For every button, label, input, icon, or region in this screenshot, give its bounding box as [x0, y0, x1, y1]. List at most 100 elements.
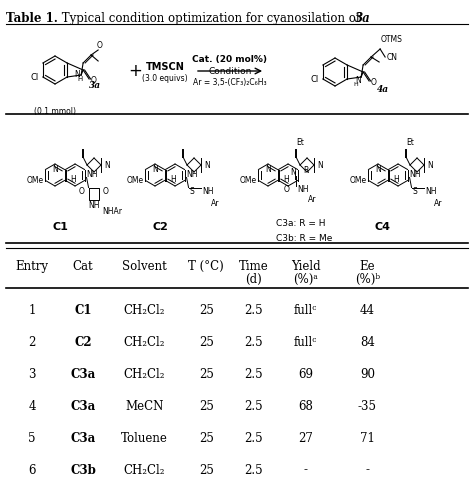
Text: C1: C1: [52, 222, 68, 232]
Text: NH: NH: [87, 170, 98, 179]
Text: OMe: OMe: [239, 176, 256, 185]
Text: Entry: Entry: [16, 260, 49, 273]
Text: C3a: C3a: [70, 432, 96, 445]
Text: Cl: Cl: [31, 72, 39, 81]
Text: TMSCN: TMSCN: [146, 62, 184, 72]
Text: 2.5: 2.5: [244, 367, 263, 380]
Text: Ar: Ar: [308, 195, 316, 205]
Text: 2.5: 2.5: [244, 399, 263, 412]
Text: N: N: [356, 76, 361, 84]
Text: H: H: [78, 76, 83, 81]
Text: 1: 1: [28, 304, 36, 317]
Text: 90: 90: [360, 367, 375, 380]
Text: C3b: C3b: [70, 464, 96, 477]
Text: O: O: [96, 41, 102, 49]
Text: 2.5: 2.5: [244, 464, 263, 477]
Text: 27: 27: [298, 432, 313, 445]
Text: (3.0 equivs): (3.0 equivs): [142, 73, 188, 82]
Text: N: N: [152, 165, 158, 174]
Text: NH: NH: [187, 170, 198, 179]
Text: H: H: [170, 175, 176, 184]
Text: 4: 4: [28, 399, 36, 412]
Text: OMe: OMe: [127, 176, 144, 185]
Text: O: O: [91, 76, 97, 84]
Text: N: N: [104, 160, 110, 170]
Text: N: N: [265, 165, 271, 174]
Text: Toluene: Toluene: [121, 432, 168, 445]
Text: Solvent: Solvent: [122, 260, 167, 273]
Text: O: O: [283, 185, 290, 194]
Text: OMe: OMe: [349, 176, 366, 185]
Text: O: O: [102, 187, 109, 196]
Text: 69: 69: [298, 367, 313, 380]
Text: H: H: [70, 175, 76, 184]
Text: C3a: R = H: C3a: R = H: [276, 219, 326, 228]
Text: 5: 5: [28, 432, 36, 445]
Text: fullᶜ: fullᶜ: [294, 304, 318, 317]
Text: -: -: [304, 464, 308, 477]
Text: OMe: OMe: [27, 176, 44, 185]
Text: Yield: Yield: [291, 260, 320, 273]
Text: (%)ᵃ: (%)ᵃ: [293, 273, 318, 286]
Text: (0.1 mmol): (0.1 mmol): [34, 107, 76, 116]
Text: -: -: [365, 464, 369, 477]
Text: (d): (d): [245, 273, 262, 286]
Text: H: H: [354, 81, 358, 87]
Text: 2.5: 2.5: [244, 432, 263, 445]
Text: 25: 25: [199, 304, 214, 317]
Text: NH: NH: [410, 170, 421, 179]
Text: CH₂Cl₂: CH₂Cl₂: [124, 304, 165, 317]
Text: N: N: [74, 70, 80, 79]
Text: NHAr: NHAr: [102, 207, 123, 217]
Text: N: N: [204, 160, 210, 170]
Text: Ar: Ar: [210, 198, 219, 207]
Text: H: H: [393, 175, 399, 184]
Text: NH: NH: [88, 202, 100, 210]
Text: 3a: 3a: [355, 12, 371, 25]
Text: 25: 25: [199, 464, 214, 477]
Text: C3a: C3a: [70, 367, 96, 380]
Text: Condition: Condition: [208, 67, 252, 76]
Text: Time: Time: [239, 260, 268, 273]
Text: Et: Et: [296, 138, 304, 147]
Text: C3a: C3a: [70, 399, 96, 412]
Text: Table 1.: Table 1.: [6, 12, 58, 25]
Text: -35: -35: [358, 399, 377, 412]
Text: 25: 25: [199, 367, 214, 380]
Text: N: N: [317, 160, 323, 170]
Text: N: N: [52, 165, 58, 174]
Text: 2.5: 2.5: [244, 335, 263, 349]
Text: T (°C): T (°C): [188, 260, 224, 273]
Text: CH₂Cl₂: CH₂Cl₂: [124, 464, 165, 477]
Text: 6: 6: [28, 464, 36, 477]
Text: N: N: [427, 160, 433, 170]
Text: Ar = 3,5-(CF₃)₂C₆H₃: Ar = 3,5-(CF₃)₂C₆H₃: [193, 78, 267, 87]
Text: fullᶜ: fullᶜ: [294, 335, 318, 349]
Text: 84: 84: [360, 335, 375, 349]
Text: OTMS: OTMS: [381, 35, 403, 44]
Text: +: +: [128, 62, 142, 80]
Text: CN: CN: [387, 53, 398, 61]
Text: 44: 44: [360, 304, 375, 317]
Text: 68: 68: [298, 399, 313, 412]
Text: Cat: Cat: [73, 260, 93, 273]
Text: 4a: 4a: [377, 85, 389, 94]
Text: R: R: [303, 166, 309, 175]
Text: C3b: R = Me: C3b: R = Me: [276, 234, 332, 243]
Text: Cat. (20 mol%): Cat. (20 mol%): [192, 55, 267, 64]
Text: Typical condition optimization for cyanosilation of: Typical condition optimization for cyano…: [58, 12, 364, 25]
Text: 25: 25: [199, 399, 214, 412]
Text: 2: 2: [28, 335, 36, 349]
Text: O: O: [371, 78, 377, 87]
Text: O: O: [79, 187, 84, 196]
Text: 25: 25: [199, 432, 214, 445]
Text: Et: Et: [406, 138, 414, 147]
Text: 3a: 3a: [89, 81, 101, 90]
Text: CH₂Cl₂: CH₂Cl₂: [124, 335, 165, 349]
Text: S: S: [189, 187, 194, 196]
Text: C1: C1: [74, 304, 91, 317]
Text: Ar: Ar: [434, 198, 442, 207]
Text: C2: C2: [152, 222, 168, 232]
Text: N: N: [375, 165, 381, 174]
Text: MeCN: MeCN: [126, 399, 164, 412]
